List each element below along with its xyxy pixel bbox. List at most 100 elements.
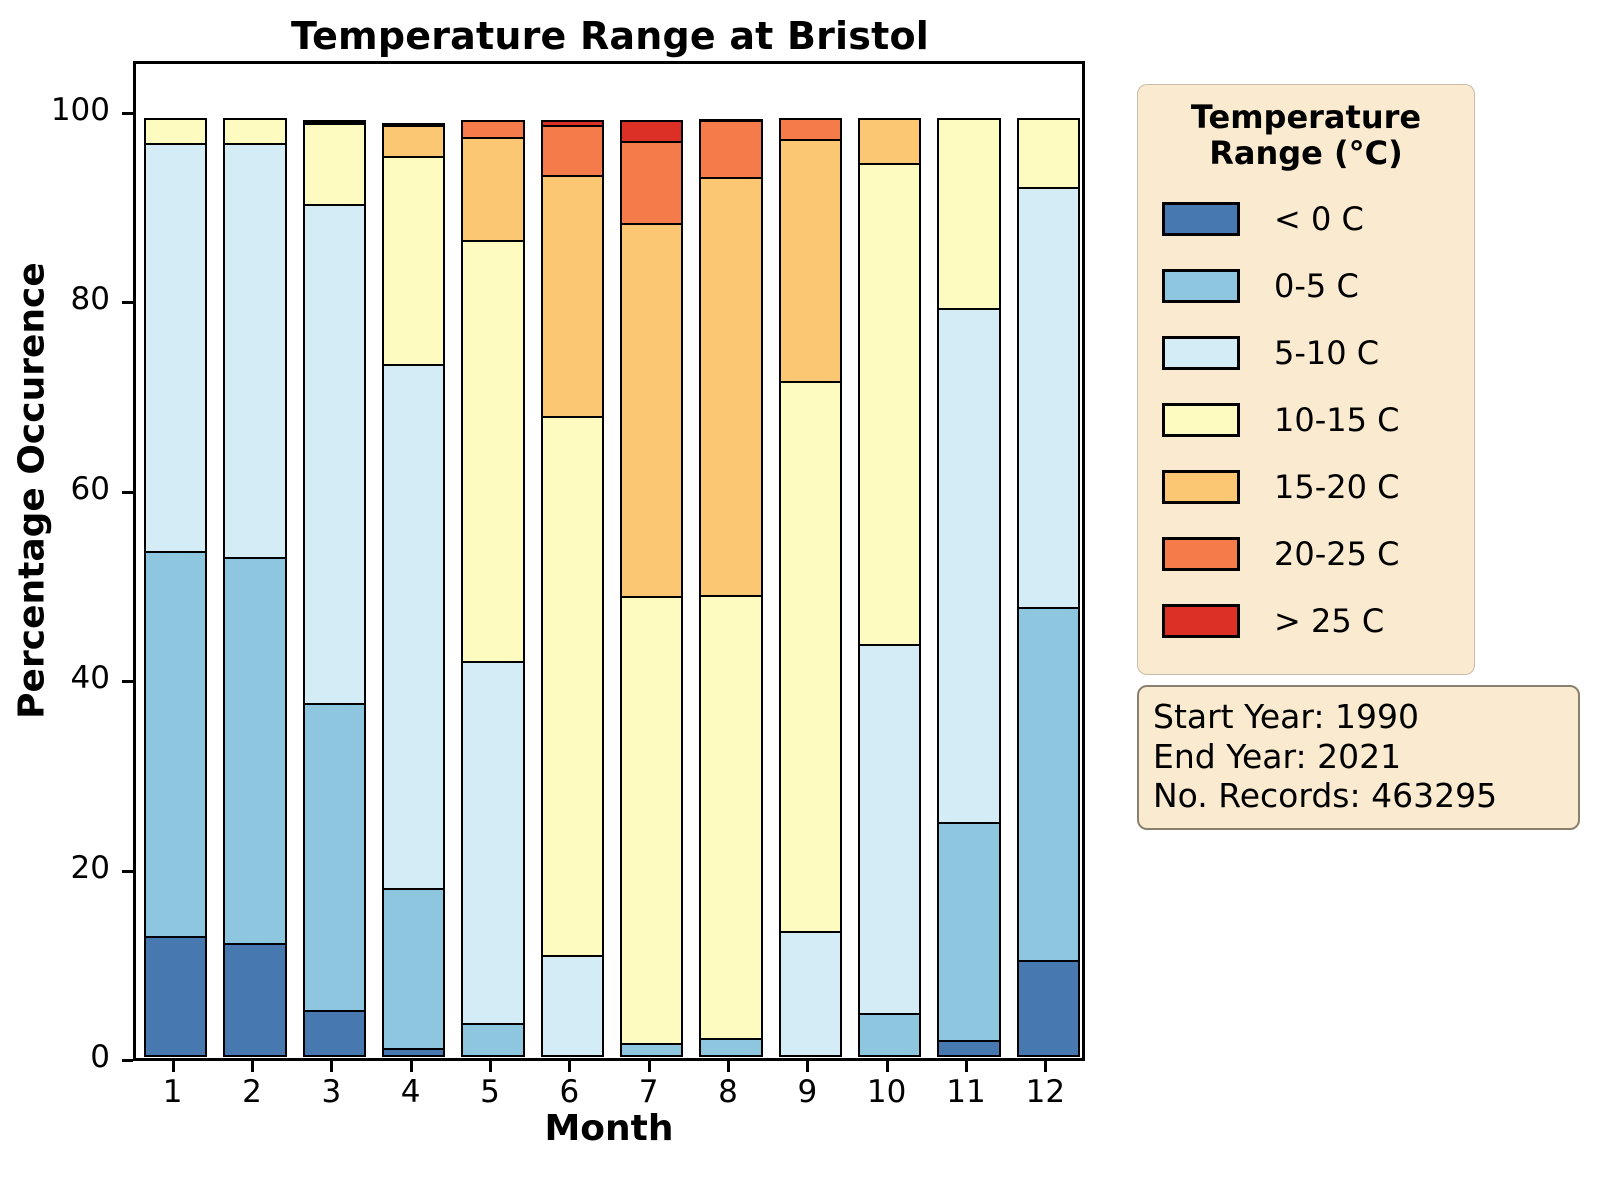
bar-segment[interactable]	[857, 1012, 922, 1057]
bar-segment[interactable]	[540, 125, 605, 178]
bar-segment[interactable]	[540, 415, 605, 958]
bar-segment[interactable]	[699, 176, 763, 598]
bar-month-3[interactable]	[302, 110, 367, 1057]
bar-segment[interactable]	[223, 556, 287, 946]
bar-month-2[interactable]	[223, 110, 287, 1057]
bar-segment[interactable]	[778, 117, 843, 142]
bar-segment[interactable]	[937, 1039, 1001, 1057]
x-axis-label: Month	[544, 1108, 674, 1149]
bar-segment[interactable]	[302, 204, 367, 706]
y-tick-label: 20	[70, 849, 110, 886]
legend-swatch-icon	[1162, 603, 1240, 638]
legend-title-line-2: Range (°C)	[1209, 134, 1403, 173]
x-tick-label-6: 6	[559, 1074, 580, 1110]
legend-label: 5-10 C	[1274, 333, 1380, 372]
legend-swatch-icon	[1162, 469, 1240, 504]
bar-segment[interactable]	[381, 888, 446, 1051]
legend-swatch-icon	[1162, 536, 1240, 571]
bar-segment[interactable]	[778, 931, 843, 1057]
plot-area	[133, 61, 1085, 1061]
bar-month-1[interactable]	[143, 110, 208, 1057]
bar-segment[interactable]	[699, 1038, 763, 1057]
bar-segment[interactable]	[302, 1009, 367, 1057]
bar-segment[interactable]	[778, 380, 843, 934]
bar-month-11[interactable]	[937, 110, 1001, 1057]
bar-segment[interactable]	[223, 943, 287, 1057]
legend-item-5-10-c[interactable]: 5-10 C	[1156, 319, 1456, 386]
x-tick-mark	[568, 1061, 572, 1072]
x-tick-label-1: 1	[162, 1074, 183, 1110]
bar-segment[interactable]	[857, 163, 922, 647]
legend-swatch-icon	[1162, 201, 1240, 236]
bar-segment[interactable]	[302, 703, 367, 1013]
legend-title-line-1: Temperature	[1190, 98, 1422, 136]
records-text: No. Records: 463295	[1153, 776, 1498, 816]
bar-segment[interactable]	[540, 174, 605, 419]
bar-segment[interactable]	[1016, 606, 1081, 963]
legend-item--25-c[interactable]: > 25 C	[1156, 587, 1456, 654]
bar-segment[interactable]	[381, 364, 446, 891]
x-tick-label-2: 2	[242, 1074, 262, 1110]
legend-items: < 0 C 0-5 C 5-10 C 10-15 C 15-20 C 20-25 C > 2…	[1156, 185, 1456, 654]
bar-segment[interactable]	[619, 1042, 684, 1057]
legend-label: 20-25 C	[1274, 534, 1400, 573]
y-tick-mark	[122, 112, 133, 115]
legend-swatch-icon	[1162, 335, 1240, 370]
bar-segment[interactable]	[143, 550, 208, 939]
bar-segment[interactable]	[143, 935, 208, 1057]
legend-item-15-20-c[interactable]: 15-20 C	[1156, 453, 1456, 520]
x-tick-label-7: 7	[638, 1074, 659, 1110]
x-tick-mark	[171, 1061, 175, 1072]
bar-segment[interactable]	[619, 222, 684, 599]
bar-segment[interactable]	[461, 137, 525, 243]
bar-segment[interactable]	[937, 308, 1001, 825]
bar-month-5[interactable]	[461, 110, 525, 1057]
bar-segment[interactable]	[302, 123, 367, 207]
bar-segment[interactable]	[619, 120, 684, 144]
bar-month-7[interactable]	[619, 110, 684, 1057]
legend-label: 10-15 C	[1274, 400, 1400, 439]
legend-item-20-25-c[interactable]: 20-25 C	[1156, 520, 1456, 587]
y-tick-label: 80	[70, 281, 110, 318]
bar-segment[interactable]	[1016, 117, 1081, 190]
x-tick-mark	[1044, 1061, 1048, 1072]
bar-segment[interactable]	[381, 124, 446, 159]
legend-item-10-15-c[interactable]: 10-15 C	[1156, 386, 1456, 453]
bar-segment[interactable]	[857, 643, 922, 1015]
bar-segment[interactable]	[381, 156, 446, 367]
bar-segment[interactable]	[381, 1047, 446, 1057]
bar-month-8[interactable]	[699, 110, 763, 1057]
bar-segment[interactable]	[1016, 960, 1081, 1057]
bar-segment[interactable]	[223, 143, 287, 560]
bar-segment[interactable]	[461, 660, 525, 1026]
bar-segment[interactable]	[461, 1022, 525, 1057]
x-tick-label-9: 9	[797, 1074, 818, 1110]
info-box: Start Year: 1990 End Year: 2021 No. Reco…	[1137, 685, 1580, 830]
bar-segment[interactable]	[778, 138, 843, 384]
bar-segment[interactable]	[143, 142, 208, 554]
legend-label: > 25 C	[1274, 601, 1385, 640]
bar-segment[interactable]	[619, 141, 684, 226]
bar-month-10[interactable]	[857, 110, 922, 1057]
bar-segment[interactable]	[540, 954, 605, 1057]
bar-segment[interactable]	[937, 821, 1001, 1043]
bar-month-6[interactable]	[540, 110, 605, 1057]
bar-month-12[interactable]	[1016, 110, 1081, 1057]
y-tick-label: 60	[70, 470, 110, 507]
legend-item-0-5-c[interactable]: 0-5 C	[1156, 252, 1456, 319]
bar-segment[interactable]	[619, 596, 684, 1046]
x-tick-mark	[330, 1061, 334, 1072]
bar-segment[interactable]	[937, 117, 1001, 311]
x-tick-mark	[965, 1061, 968, 1072]
bar-month-4[interactable]	[381, 110, 446, 1057]
legend-item--0-c[interactable]: < 0 C	[1156, 185, 1456, 252]
bar-segment[interactable]	[143, 117, 208, 145]
bar-segment[interactable]	[1016, 186, 1081, 610]
bar-segment[interactable]	[699, 594, 763, 1041]
bar-segment[interactable]	[223, 117, 287, 146]
bar-segment[interactable]	[699, 120, 763, 180]
bar-segment[interactable]	[461, 240, 525, 664]
bar-month-9[interactable]	[778, 110, 843, 1057]
bar-segment[interactable]	[857, 117, 922, 166]
